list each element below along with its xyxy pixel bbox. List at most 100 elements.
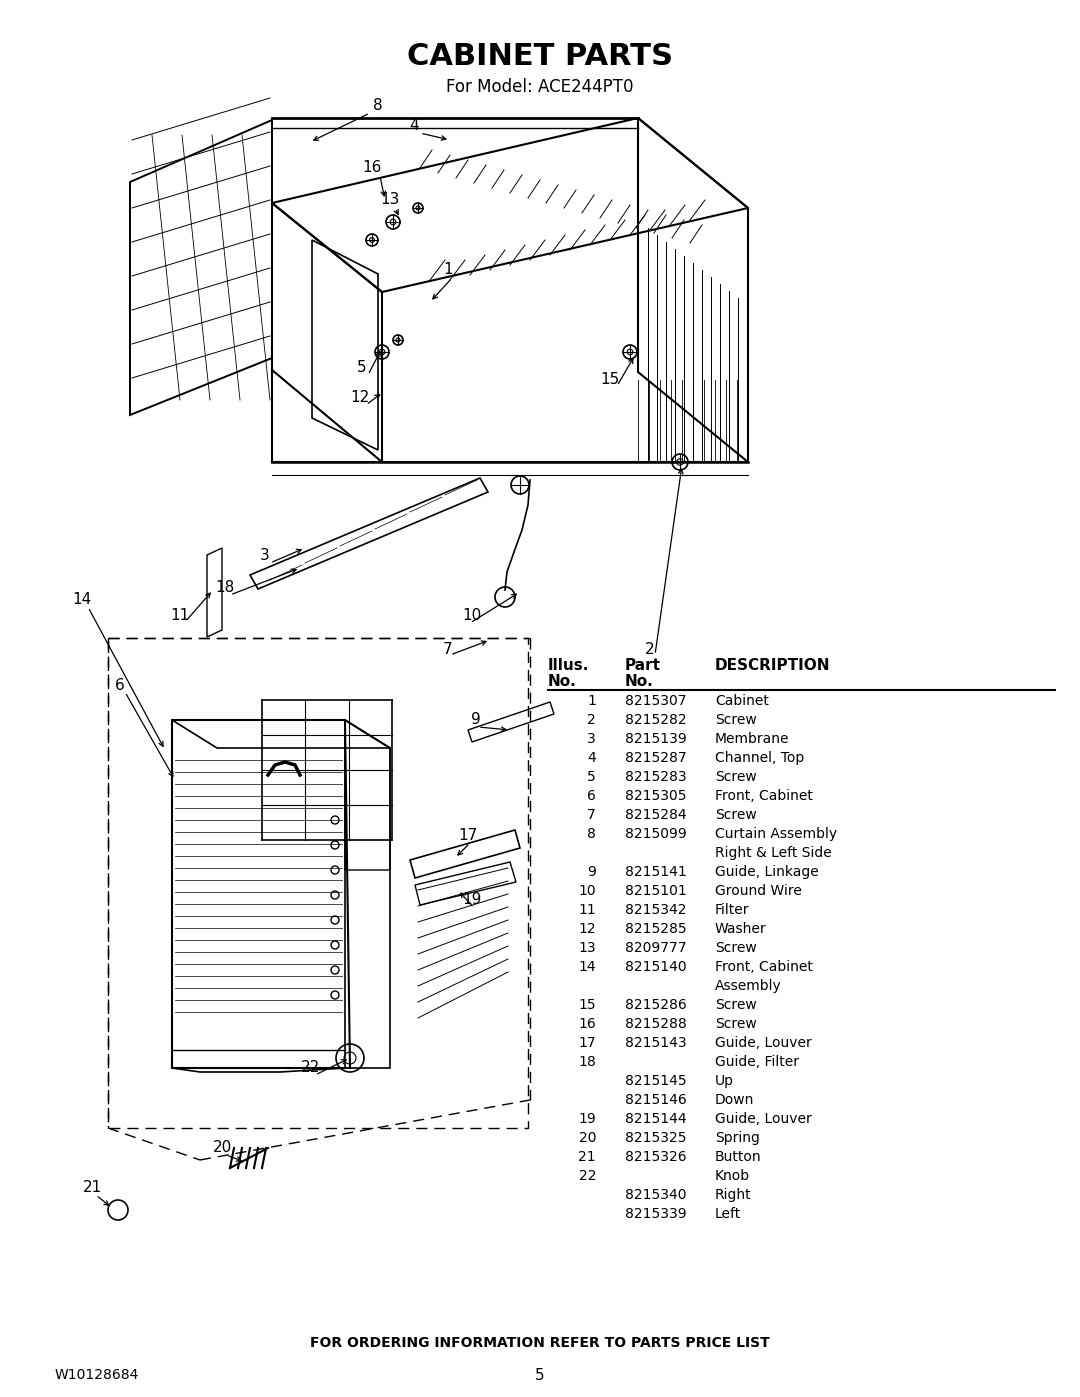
Text: 11: 11	[578, 902, 596, 916]
Text: 4: 4	[409, 117, 419, 133]
Text: 14: 14	[579, 960, 596, 974]
Bar	[108, 638, 528, 1127]
Text: 15: 15	[579, 997, 596, 1011]
Text: 8215340: 8215340	[625, 1187, 687, 1201]
Text: 8215342: 8215342	[625, 902, 687, 916]
Text: 9: 9	[588, 865, 596, 879]
Text: 2: 2	[645, 643, 654, 658]
Text: 8215339: 8215339	[625, 1207, 687, 1221]
Text: Channel, Top: Channel, Top	[715, 752, 805, 766]
Text: No.: No.	[548, 673, 577, 689]
Text: 19: 19	[462, 893, 482, 908]
Text: 8: 8	[374, 98, 382, 113]
Text: 13: 13	[579, 942, 596, 956]
Text: 3: 3	[260, 548, 270, 563]
Text: Washer: Washer	[715, 922, 767, 936]
Text: 17: 17	[458, 827, 477, 842]
Text: 8: 8	[588, 827, 596, 841]
Text: Assembly: Assembly	[715, 979, 782, 993]
Text: 8215143: 8215143	[625, 1037, 687, 1051]
Text: 14: 14	[72, 592, 92, 608]
Text: 8215283: 8215283	[625, 770, 687, 784]
Text: 8215139: 8215139	[625, 732, 687, 746]
Text: Ground Wire: Ground Wire	[715, 884, 801, 898]
Text: Screw: Screw	[715, 807, 757, 821]
Text: 8209777: 8209777	[625, 942, 687, 956]
Text: 8215285: 8215285	[625, 922, 687, 936]
Text: 8215140: 8215140	[625, 960, 687, 974]
Text: 12: 12	[350, 391, 369, 405]
Text: Guide, Filter: Guide, Filter	[715, 1055, 799, 1069]
Text: CABINET PARTS: CABINET PARTS	[407, 42, 673, 71]
Text: 22: 22	[579, 1169, 596, 1183]
Text: 19: 19	[578, 1112, 596, 1126]
Text: 2: 2	[588, 712, 596, 726]
Text: 8215144: 8215144	[625, 1112, 687, 1126]
Text: Guide, Louver: Guide, Louver	[715, 1037, 812, 1051]
Text: Screw: Screw	[715, 712, 757, 726]
Text: 8215141: 8215141	[625, 865, 687, 879]
Text: No.: No.	[625, 673, 653, 689]
Text: Screw: Screw	[715, 997, 757, 1011]
Text: Part: Part	[625, 658, 661, 673]
Text: 7: 7	[443, 643, 453, 658]
Text: FOR ORDERING INFORMATION REFER TO PARTS PRICE LIST: FOR ORDERING INFORMATION REFER TO PARTS …	[310, 1336, 770, 1350]
Text: 12: 12	[579, 922, 596, 936]
Text: 21: 21	[82, 1180, 102, 1196]
Text: 20: 20	[213, 1140, 231, 1155]
Text: Down: Down	[715, 1092, 754, 1106]
Text: 11: 11	[171, 608, 190, 623]
Text: 8215101: 8215101	[625, 884, 687, 898]
Text: 8215099: 8215099	[625, 827, 687, 841]
Text: 8215146: 8215146	[625, 1092, 687, 1106]
Text: 9: 9	[471, 712, 481, 728]
Text: 8215288: 8215288	[625, 1017, 687, 1031]
Text: Membrane: Membrane	[715, 732, 789, 746]
Text: 22: 22	[300, 1060, 320, 1076]
Text: Knob: Knob	[715, 1169, 751, 1183]
Text: 17: 17	[579, 1037, 596, 1051]
Text: W10128684: W10128684	[55, 1368, 139, 1382]
Text: Screw: Screw	[715, 942, 757, 956]
Text: 8215305: 8215305	[625, 789, 687, 803]
Text: 18: 18	[215, 581, 234, 595]
Text: 16: 16	[578, 1017, 596, 1031]
Text: 8215282: 8215282	[625, 712, 687, 726]
Text: 8215286: 8215286	[625, 997, 687, 1011]
Text: 5: 5	[536, 1368, 544, 1383]
Text: Filter: Filter	[715, 902, 750, 916]
Text: For Model: ACE244PT0: For Model: ACE244PT0	[446, 78, 634, 96]
Text: 8215307: 8215307	[625, 694, 687, 708]
Text: Spring: Spring	[715, 1132, 760, 1146]
Text: Curtain Assembly: Curtain Assembly	[715, 827, 837, 841]
Text: 21: 21	[579, 1150, 596, 1164]
Text: 10: 10	[579, 884, 596, 898]
Text: 3: 3	[588, 732, 596, 746]
Text: 1: 1	[443, 263, 453, 278]
Text: Up: Up	[715, 1074, 734, 1088]
Text: 15: 15	[600, 373, 620, 387]
Text: Front, Cabinet: Front, Cabinet	[715, 789, 813, 803]
Text: Front, Cabinet: Front, Cabinet	[715, 960, 813, 974]
Text: Guide, Linkage: Guide, Linkage	[715, 865, 819, 879]
Text: 8215326: 8215326	[625, 1150, 687, 1164]
Text: DESCRIPTION: DESCRIPTION	[715, 658, 831, 673]
Text: 8215325: 8215325	[625, 1132, 687, 1146]
Text: 5: 5	[357, 360, 367, 376]
Text: 8215145: 8215145	[625, 1074, 687, 1088]
Text: 20: 20	[579, 1132, 596, 1146]
Text: 6: 6	[116, 678, 125, 693]
Text: Screw: Screw	[715, 770, 757, 784]
Text: 1: 1	[588, 694, 596, 708]
Text: Right & Left Side: Right & Left Side	[715, 847, 832, 861]
Text: Right: Right	[715, 1187, 752, 1201]
Text: 13: 13	[380, 193, 400, 208]
Text: 8215284: 8215284	[625, 807, 687, 821]
Text: 7: 7	[588, 807, 596, 821]
Text: Illus.: Illus.	[548, 658, 590, 673]
Text: Guide, Louver: Guide, Louver	[715, 1112, 812, 1126]
Text: 16: 16	[362, 161, 381, 176]
Text: 5: 5	[588, 770, 596, 784]
Text: Screw: Screw	[715, 1017, 757, 1031]
Text: 4: 4	[588, 752, 596, 766]
